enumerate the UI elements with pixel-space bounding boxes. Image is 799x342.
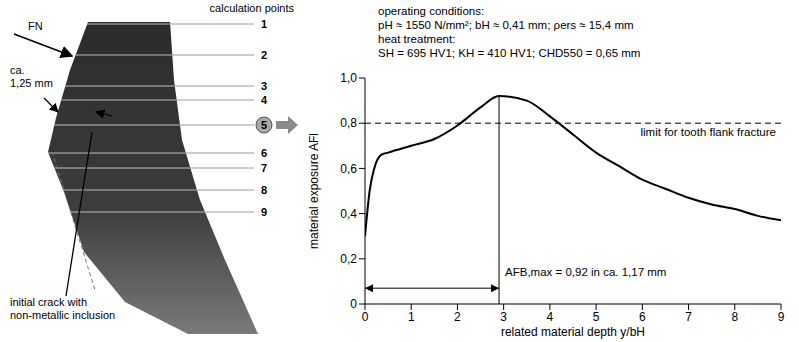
- svg-text:4: 4: [261, 94, 268, 106]
- svg-text:initial crack with: initial crack with: [10, 296, 87, 308]
- html-text:SH = 695 HV1; KH = 410 HV1; CH: SH = 695 HV1; KH = 410 HV1; CHD550 = 0,6…: [378, 47, 641, 59]
- svg-text:limit for tooth flank fracture: limit for tooth flank fracture: [641, 126, 777, 138]
- svg-text:calculation points: calculation points: [210, 2, 295, 14]
- svg-text:8: 8: [261, 184, 267, 196]
- svg-text:7: 7: [685, 310, 692, 324]
- svg-text:3: 3: [500, 310, 507, 324]
- svg-text:ca.: ca.: [10, 64, 25, 76]
- svg-text:1: 1: [261, 18, 267, 30]
- svg-text:8: 8: [731, 310, 738, 324]
- svg-text:4: 4: [547, 310, 554, 324]
- svg-text:0: 0: [362, 310, 369, 324]
- html-text:operating conditions:: operating conditions:: [378, 5, 485, 17]
- svg-text:1,0: 1,0: [340, 71, 357, 85]
- svg-text:9: 9: [261, 206, 267, 218]
- svg-text:non-metallic inclusion: non-metallic inclusion: [10, 309, 115, 321]
- svg-text:FN: FN: [28, 20, 43, 32]
- svg-text:2: 2: [454, 310, 461, 324]
- svg-text:6: 6: [639, 310, 646, 324]
- svg-text:0: 0: [350, 297, 357, 311]
- svg-text:2: 2: [261, 49, 267, 61]
- svg-text:9: 9: [778, 310, 785, 324]
- svg-text:1: 1: [408, 310, 415, 324]
- svg-text:related material depth y/bH: related material depth y/bH: [501, 325, 645, 339]
- svg-text:0,6: 0,6: [340, 162, 357, 176]
- svg-text:0,8: 0,8: [340, 116, 357, 130]
- svg-text:5: 5: [593, 310, 600, 324]
- svg-text:0,4: 0,4: [340, 207, 357, 221]
- svg-text:material exposure AFl: material exposure AFl: [307, 133, 321, 249]
- svg-text:5: 5: [261, 119, 267, 131]
- html-text:pH ≈ 1550 N/mm²; bH ≈ 0,41 mm;: pH ≈ 1550 N/mm²; bH ≈ 0,41 mm; ρers ≈ 15…: [378, 19, 634, 31]
- svg-text:3: 3: [261, 80, 267, 92]
- svg-text:AFB,max = 0,92 in ca. 1,17 mm: AFB,max = 0,92 in ca. 1,17 mm: [505, 266, 666, 278]
- svg-text:0,2: 0,2: [340, 252, 357, 266]
- svg-text:6: 6: [261, 147, 267, 159]
- svg-text:1,25 mm: 1,25 mm: [10, 77, 53, 89]
- svg-text:7: 7: [261, 162, 267, 174]
- html-text:heat treatment:: heat treatment:: [378, 33, 456, 45]
